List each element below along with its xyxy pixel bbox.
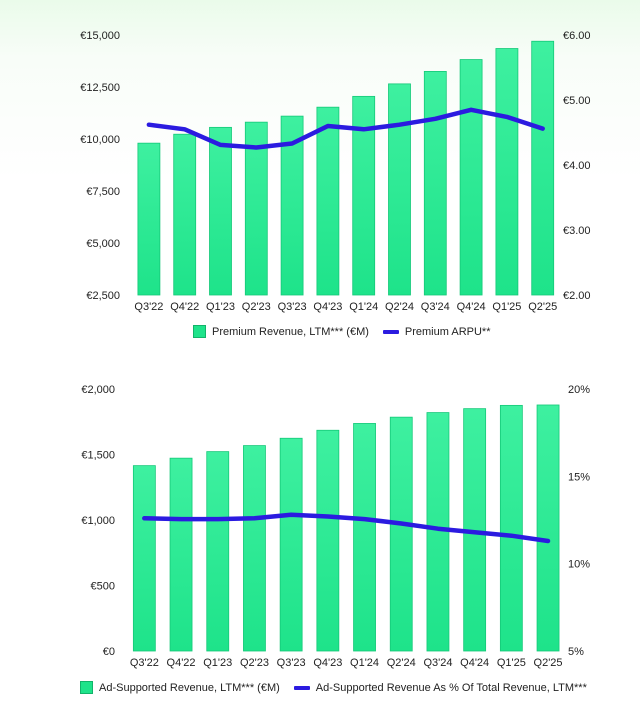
bar	[423, 71, 447, 296]
x-axis-tick-label: Q1'24	[350, 657, 379, 669]
legend-item-premium-arpu: Premium ARPU**	[382, 325, 491, 338]
right-axis-tick-label: 20%	[568, 384, 590, 396]
right-axis-tick-label: €2.00	[563, 290, 591, 302]
left-axis-tick-label: €7,500	[86, 186, 120, 198]
bar	[316, 429, 340, 652]
series-line	[142, 512, 551, 544]
x-axis-tick-label: Q2'24	[385, 301, 414, 313]
x-axis-tick-label: Q1'25	[497, 657, 526, 669]
bar	[206, 451, 230, 652]
legend-item-ad-share: Ad-Supported Revenue As % Of Total Reven…	[293, 681, 587, 694]
x-axis-tick-label: Q4'24	[457, 301, 486, 313]
left-axis-tick-label: €1,000	[81, 515, 115, 527]
x-axis-tick-label: Q3'23	[277, 657, 306, 669]
bar	[389, 416, 413, 652]
bar	[495, 48, 519, 296]
bar	[499, 404, 523, 652]
bar	[132, 465, 156, 652]
right-axis-tick-label: €3.00	[563, 225, 591, 237]
x-axis-tick-label: Q1'24	[349, 301, 378, 313]
x-axis-tick-label: Q1'25	[492, 301, 521, 313]
bar	[137, 142, 161, 296]
premium-legend: Premium Revenue, LTM*** (€M) Premium ARP…	[193, 325, 490, 338]
left-axis-tick-label: €15,000	[80, 30, 120, 42]
legend-label-ad-revenue: Ad-Supported Revenue, LTM*** (€M)	[99, 681, 280, 694]
left-axis-tick-label: €2,500	[86, 290, 120, 302]
x-axis-tick-label: Q1'23	[206, 301, 235, 313]
left-axis-tick-label: €1,500	[81, 450, 115, 462]
series-line	[146, 107, 545, 150]
right-axis-tick-label: €5.00	[563, 95, 591, 107]
bar	[531, 40, 555, 296]
x-axis-tick-label: Q3'23	[278, 301, 307, 313]
left-axis-tick-label: €5,000	[86, 238, 120, 250]
right-axis-tick-label: 10%	[568, 559, 590, 571]
x-axis-tick-label: Q4'24	[460, 657, 489, 669]
legend-swatch-line	[293, 685, 310, 690]
right-axis-tick-label: 5%	[568, 646, 584, 658]
x-axis-tick-label: Q3'22	[130, 657, 159, 669]
x-axis-tick-label: Q4'23	[313, 657, 342, 669]
bar	[209, 126, 232, 296]
right-axis-tick-label: €4.00	[563, 160, 591, 172]
x-axis-tick-label: Q4'23	[313, 301, 342, 313]
x-axis-tick-label: Q2'24	[387, 657, 416, 669]
x-axis-tick-label: Q1'23	[203, 657, 232, 669]
legend-item-premium-revenue: Premium Revenue, LTM*** (€M)	[193, 325, 369, 338]
bar	[280, 115, 304, 296]
ad-supported-chart-panel: €0 €500 €1,000 €1,500 €2,000 5% 10% 15% 20% Q3'22…	[0, 370, 640, 721]
x-axis-tick-label: Q2'25	[528, 301, 557, 313]
bar	[459, 59, 483, 296]
left-axis-tick-label: €12,500	[80, 82, 120, 94]
x-axis-tick-label: Q3'24	[423, 657, 452, 669]
premium-chart: €2,500 €5,000 €7,500 €10,000 €12,500 €15,000 €…	[80, 30, 591, 313]
bar	[173, 133, 197, 296]
legend-swatch-bar	[193, 325, 206, 338]
x-axis-tick-label: Q2'23	[242, 301, 271, 313]
legend-label-ad-share: Ad-Supported Revenue As % Of Total Reven…	[315, 681, 587, 694]
bar	[353, 423, 376, 652]
right-axis-tick-label: 15%	[568, 471, 590, 483]
left-axis-tick-label: €10,000	[80, 134, 120, 146]
ad-supported-legend: Ad-Supported Revenue, LTM*** (€M) Ad-Sup…	[80, 681, 587, 694]
bar	[316, 106, 340, 296]
bar	[169, 457, 193, 652]
x-axis-tick-label: Q2'25	[534, 657, 563, 669]
x-axis-tick-label: Q4'22	[170, 301, 199, 313]
legend-swatch-line	[382, 329, 399, 334]
bar	[536, 404, 560, 652]
legend-item-ad-revenue: Ad-Supported Revenue, LTM*** (€M)	[80, 681, 280, 694]
x-axis-tick-label: Q3'24	[421, 301, 450, 313]
legend-label-premium-revenue: Premium Revenue, LTM*** (€M)	[212, 325, 369, 338]
ad-supported-chart: €0 €500 €1,000 €1,500 €2,000 5% 10% 15% 20% Q3'22…	[81, 384, 590, 669]
bar	[352, 95, 376, 296]
x-axis-tick-label: Q4'22	[167, 657, 196, 669]
premium-chart-panel: €2,500 €5,000 €7,500 €10,000 €12,500 €15,000 €…	[0, 0, 640, 350]
bar	[243, 445, 266, 652]
left-axis-tick-label: €500	[91, 581, 115, 593]
bar	[244, 121, 268, 296]
bar	[279, 437, 303, 652]
left-axis-tick-label: €0	[103, 646, 115, 658]
x-axis-tick-label: Q2'23	[240, 657, 269, 669]
legend-swatch-bar	[80, 681, 93, 694]
left-axis-tick-label: €2,000	[81, 384, 115, 396]
x-axis-tick-label: Q3'22	[134, 301, 163, 313]
bar	[388, 83, 411, 296]
bar	[426, 412, 450, 652]
legend-label-premium-arpu: Premium ARPU**	[404, 325, 491, 338]
right-axis-tick-label: €6.00	[563, 30, 591, 42]
